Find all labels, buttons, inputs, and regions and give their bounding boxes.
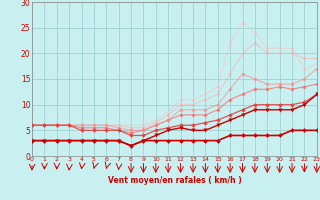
X-axis label: Vent moyen/en rafales ( km/h ): Vent moyen/en rafales ( km/h ) (108, 176, 241, 185)
